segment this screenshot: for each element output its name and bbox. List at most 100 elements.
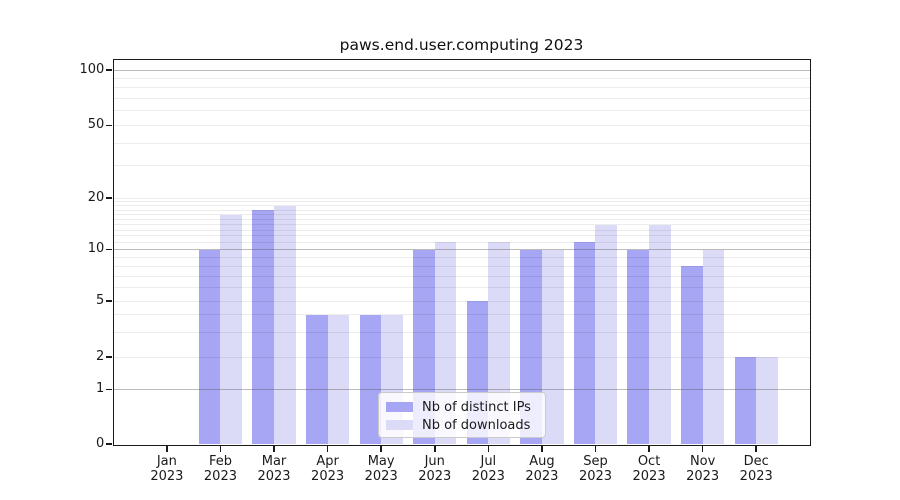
minor-gridline: [113, 197, 810, 199]
minor-gridline: [113, 142, 810, 144]
major-gridline: [113, 389, 810, 390]
x-tick-year: 2023: [257, 469, 291, 484]
y-tick-mark: [106, 197, 113, 199]
y-tick-mark: [106, 69, 113, 71]
y-tick-label: 50: [87, 117, 105, 132]
x-tick-mark: [219, 445, 222, 452]
x-tick-mark: [541, 445, 543, 452]
x-tick-month: Oct: [637, 454, 661, 469]
minor-gridline: [113, 229, 810, 231]
x-tick-mark: [166, 445, 168, 452]
bar: [573, 242, 596, 444]
x-tick-year: 2023: [311, 469, 345, 484]
minor-gridline: [113, 214, 810, 216]
major-gridline: [113, 249, 810, 250]
minor-gridline: [113, 125, 810, 126]
x-tick-month: Jul: [480, 454, 497, 469]
x-tick-month: Jun: [424, 454, 445, 469]
bar: [541, 249, 564, 444]
x-tick-label: Feb 2023: [190, 454, 250, 484]
minor-gridline: [113, 218, 810, 220]
minor-gridline: [113, 98, 810, 100]
minor-gridline: [113, 356, 810, 358]
legend-label-downloads: Nb of downloads: [422, 417, 531, 433]
y-tick-label: 20: [87, 189, 105, 205]
x-tick-month: May: [367, 454, 395, 469]
x-tick-year: 2023: [632, 469, 666, 484]
x-tick-month: Feb: [208, 454, 232, 469]
y-tick-mark: [106, 388, 113, 391]
y-tick-label: 0: [96, 435, 105, 451]
minor-gridline: [113, 224, 810, 225]
x-tick-mark: [701, 445, 704, 452]
x-tick-month: Jan: [156, 454, 177, 469]
legend-swatch-distinct-ips: [386, 401, 413, 413]
minor-gridline: [113, 275, 810, 277]
y-tick-label: 5: [96, 292, 105, 308]
x-tick-year: 2023: [525, 469, 559, 484]
x-tick-month: Aug: [529, 454, 555, 469]
x-tick-month: Dec: [743, 454, 769, 469]
x-tick-label: Dec 2023: [726, 454, 786, 484]
x-tick-year: 2023: [739, 469, 773, 484]
bar: [595, 224, 618, 444]
x-tick-mark: [755, 445, 758, 452]
x-tick-label: Jun 2023: [405, 454, 465, 484]
legend-item-distinct-ips: Nb of distinct IPs: [386, 399, 537, 416]
bar: [649, 224, 671, 444]
x-tick-label: Nov 2023: [673, 454, 733, 484]
y-tick-mark: [106, 124, 113, 127]
minor-gridline: [113, 165, 810, 167]
minor-gridline: [113, 331, 810, 333]
bar: [734, 357, 757, 444]
minor-gridline: [113, 205, 810, 207]
y-tick-mark: [106, 300, 113, 302]
y-tick-mark: [106, 248, 113, 251]
chart-title: paws.end.user.computing 2023: [339, 36, 584, 54]
bar: [252, 210, 275, 444]
x-tick-label: Aug 2023: [512, 454, 572, 484]
x-tick-year: 2023: [686, 469, 720, 484]
x-tick-mark: [326, 445, 329, 452]
minor-gridline: [113, 265, 810, 267]
bar: [274, 205, 296, 444]
x-tick-year: 2023: [203, 469, 237, 484]
x-tick-label: Apr 2023: [298, 454, 358, 484]
x-tick-label: Jul 2023: [458, 454, 518, 484]
x-tick-month: Nov: [689, 454, 716, 469]
x-tick-mark: [487, 445, 490, 452]
major-gridline: [113, 69, 810, 71]
y-tick-label: 10: [87, 241, 105, 256]
minor-gridline: [113, 235, 810, 237]
x-tick-label: Jan 2023: [137, 454, 197, 484]
x-tick-month: Mar: [261, 454, 287, 469]
bar: [220, 214, 243, 444]
bar: [627, 249, 650, 444]
legend-swatch-downloads: [386, 419, 413, 431]
y-tick-mark: [106, 443, 113, 445]
bar: [702, 249, 725, 444]
x-tick-year: 2023: [418, 469, 452, 484]
bar: [198, 249, 221, 444]
bar: [359, 314, 382, 444]
bar: [681, 266, 703, 444]
minor-gridline: [113, 300, 810, 302]
x-tick-label: Oct 2023: [619, 454, 679, 484]
y-tick-label: 2: [96, 348, 105, 364]
y-tick-label: 100: [79, 61, 105, 77]
minor-gridline: [113, 110, 810, 112]
x-tick-label: Mar 2023: [244, 454, 304, 484]
legend-label-distinct-ips: Nb of distinct IPs: [422, 399, 531, 415]
legend-item-downloads: Nb of downloads: [386, 417, 537, 434]
bar: [327, 314, 350, 444]
minor-gridline: [113, 256, 810, 258]
x-tick-year: 2023: [364, 469, 398, 484]
x-tick-mark: [648, 445, 650, 452]
minor-gridline: [113, 241, 810, 243]
x-tick-month: Apr: [316, 454, 339, 469]
x-tick-label: May 2023: [351, 454, 411, 484]
x-tick-label: Sep 2023: [565, 454, 625, 484]
